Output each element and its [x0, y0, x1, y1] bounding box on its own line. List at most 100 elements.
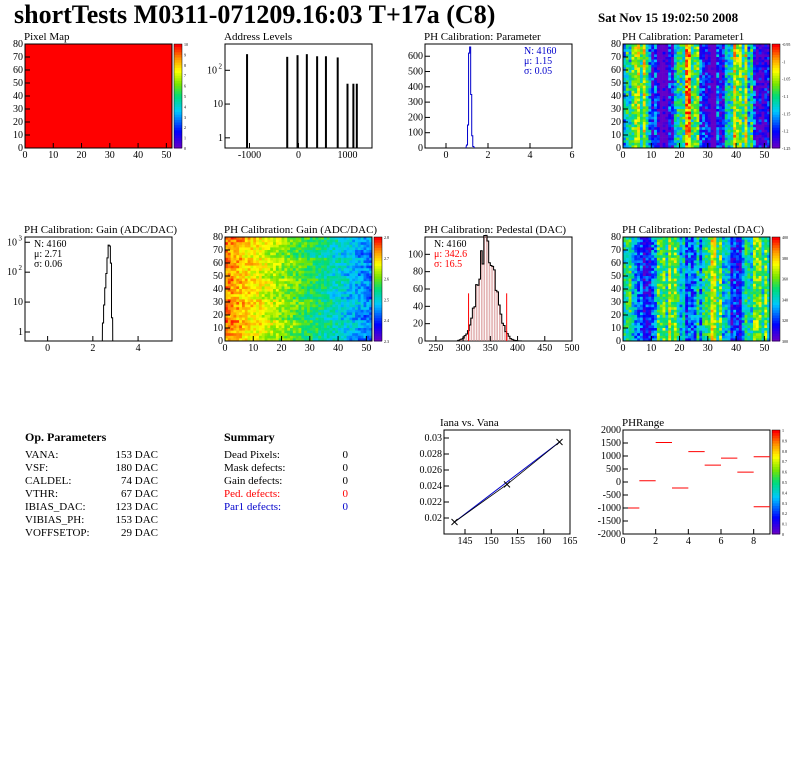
- gain-map-palette-frame: [373, 236, 383, 342]
- gain-map-cell: [253, 328, 257, 331]
- ph-param1-cell: [682, 85, 686, 89]
- op-param-key: VOFFSETOP:: [25, 527, 90, 539]
- pixel-map-palette-cell: [174, 111, 182, 115]
- ph-param1-cell: [682, 54, 686, 58]
- gain-map-cell: [230, 244, 234, 248]
- gain-map-cell: [236, 244, 240, 248]
- gain-map-cell: [360, 270, 364, 274]
- gain-map-cell: [292, 307, 296, 311]
- gain-map-cell: [360, 299, 364, 303]
- gain-map-cell: [338, 289, 342, 292]
- gain-map-cell: [244, 265, 248, 269]
- gain-map-cell: [352, 255, 356, 259]
- ph-param1-cell: [750, 83, 754, 86]
- gain-map-cell: [281, 307, 285, 311]
- gain-map-cell: [335, 237, 339, 240]
- gain-map-cell: [261, 325, 265, 329]
- gain-map-cell: [267, 263, 271, 266]
- ph-param1-cell: [727, 67, 731, 71]
- gain-map-cell: [338, 322, 342, 326]
- ped-map-cell: [625, 296, 629, 300]
- ph-param1-cell: [702, 98, 706, 102]
- ph-param1-cell: [656, 98, 661, 102]
- gain-map-cell: [247, 320, 251, 324]
- ph-param1-cell: [736, 96, 740, 99]
- ph-param1-cell: [761, 44, 765, 47]
- gain-map-cell: [346, 242, 350, 246]
- gain-map-cell: [239, 255, 243, 259]
- gain-map-cell: [236, 281, 240, 285]
- ped-map-cell: [631, 257, 635, 261]
- ph-param1-cell: [727, 132, 731, 136]
- gain-map-cell: [239, 328, 243, 331]
- summary-title: Summary: [224, 430, 275, 444]
- gain-map-cell: [295, 307, 299, 311]
- gain-map-cell: [267, 242, 271, 246]
- ph-param1-cell: [628, 124, 632, 128]
- ph-param1-cell: [753, 132, 757, 136]
- ph-param1-cell: [767, 62, 771, 66]
- ph-param1-cell: [623, 67, 627, 71]
- ph-param1-cell: [719, 111, 723, 115]
- ph-param1-cell: [741, 137, 745, 141]
- ph-param1-cell: [676, 127, 680, 131]
- gain-map-cell: [275, 244, 280, 248]
- gain-map-cell: [273, 304, 277, 308]
- ph-param1-cell: [693, 103, 697, 107]
- pixel-map-palette-cell: [174, 140, 182, 144]
- gain-map-cell: [290, 263, 294, 266]
- gain-map-cell: [253, 257, 257, 261]
- ped-map-cell: [642, 283, 646, 287]
- gain-map-cell: [275, 242, 280, 246]
- ph-param1-cell: [727, 80, 731, 84]
- ph-param1-cell: [693, 49, 697, 53]
- ph-param1-cell: [704, 111, 709, 115]
- ped-map-cell: [634, 335, 638, 339]
- gain-map-cell: [270, 338, 274, 342]
- ph-param1-cell: [755, 77, 759, 81]
- gain-map-cell: [233, 257, 237, 261]
- gain-map-cell: [326, 278, 330, 282]
- ped-map-cell: [648, 286, 652, 290]
- ph-param1-cell: [764, 67, 768, 71]
- gain-map-cell: [349, 312, 353, 316]
- panel-title-ph-parameter: PH Calibration: Parameter: [424, 31, 541, 43]
- gain-map-cell: [281, 286, 285, 290]
- ph-param1-cell: [721, 93, 726, 97]
- ph-param1-cell: [753, 142, 757, 146]
- ped-map-cell: [634, 278, 638, 282]
- gain-map-cell: [323, 260, 328, 264]
- gain-map-cell: [256, 260, 260, 264]
- gain-map-cell: [258, 239, 263, 243]
- ph-param1-cell: [648, 93, 652, 97]
- gain-map-cell: [244, 244, 248, 248]
- ph-param1-cell: [671, 106, 675, 110]
- ph-param1-cell: [656, 124, 661, 128]
- ph-param1-cell: [656, 70, 661, 73]
- ped-map-cell: [648, 289, 652, 292]
- ph-param1-cell: [755, 57, 759, 60]
- gain-map-cell: [225, 302, 229, 305]
- ph-param1-cell: [662, 49, 666, 53]
- ph-param1-cell: [631, 116, 635, 120]
- ph-param1-cell: [639, 90, 644, 94]
- gain-map-cell: [261, 286, 265, 290]
- ph-param1-cell: [662, 54, 666, 58]
- ph-param1-cell: [719, 77, 723, 81]
- gain-map-cell: [357, 333, 361, 337]
- gain-map-cell: [258, 270, 263, 274]
- ph-param1-cell: [623, 109, 627, 112]
- ph-param1-cell: [659, 67, 663, 71]
- ph-param1-cell: [690, 54, 694, 58]
- ph-param1-cell: [753, 49, 757, 53]
- gain-hist-frame: [24, 236, 173, 342]
- gain-map-cell: [352, 296, 356, 300]
- ph-param1-cell: [707, 135, 711, 138]
- ph-param1-cell: [634, 70, 638, 73]
- gain-map-cell: [275, 239, 280, 243]
- gain-map-cell: [298, 309, 302, 313]
- ph-param1-cell: [716, 98, 720, 102]
- gain-map-cell: [227, 281, 231, 285]
- ph-param1-cell: [704, 54, 709, 58]
- gain-map-cell: [244, 325, 248, 329]
